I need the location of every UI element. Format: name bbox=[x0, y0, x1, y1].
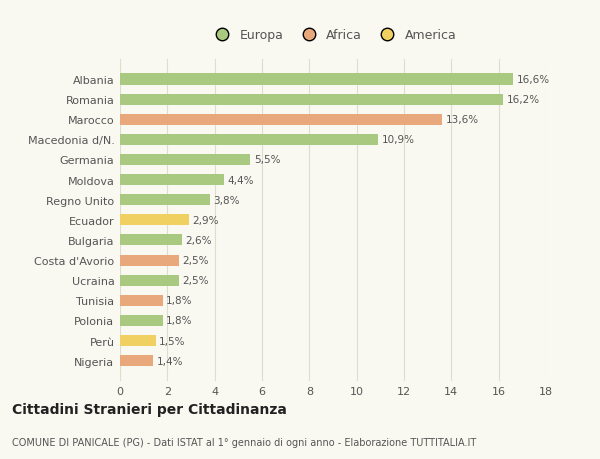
Text: 2,6%: 2,6% bbox=[185, 235, 212, 246]
Bar bbox=[120, 134, 378, 146]
Bar bbox=[120, 295, 163, 306]
Text: 13,6%: 13,6% bbox=[445, 115, 479, 125]
Bar bbox=[120, 155, 250, 166]
Text: Cittadini Stranieri per Cittadinanza: Cittadini Stranieri per Cittadinanza bbox=[12, 402, 287, 416]
Bar bbox=[120, 95, 503, 106]
Bar bbox=[120, 74, 513, 85]
Bar bbox=[120, 255, 179, 266]
Bar bbox=[120, 355, 153, 366]
Bar bbox=[120, 174, 224, 186]
Bar bbox=[120, 215, 188, 226]
Text: 16,2%: 16,2% bbox=[507, 95, 540, 105]
Text: 1,5%: 1,5% bbox=[159, 336, 185, 346]
Legend: Europa, Africa, America: Europa, Africa, America bbox=[205, 24, 461, 47]
Bar bbox=[120, 335, 155, 346]
Bar bbox=[120, 275, 179, 286]
Text: 1,8%: 1,8% bbox=[166, 316, 193, 326]
Bar bbox=[120, 195, 210, 206]
Text: 3,8%: 3,8% bbox=[214, 195, 240, 205]
Text: 16,6%: 16,6% bbox=[517, 75, 550, 85]
Bar bbox=[120, 114, 442, 125]
Text: 1,8%: 1,8% bbox=[166, 296, 193, 306]
Text: 10,9%: 10,9% bbox=[382, 135, 415, 145]
Text: COMUNE DI PANICALE (PG) - Dati ISTAT al 1° gennaio di ogni anno - Elaborazione T: COMUNE DI PANICALE (PG) - Dati ISTAT al … bbox=[12, 437, 476, 447]
Text: 5,5%: 5,5% bbox=[254, 155, 280, 165]
Text: 2,9%: 2,9% bbox=[192, 215, 218, 225]
Text: 4,4%: 4,4% bbox=[227, 175, 254, 185]
Text: 2,5%: 2,5% bbox=[183, 275, 209, 285]
Bar bbox=[120, 315, 163, 326]
Text: 1,4%: 1,4% bbox=[157, 356, 183, 366]
Bar bbox=[120, 235, 182, 246]
Text: 2,5%: 2,5% bbox=[183, 256, 209, 265]
